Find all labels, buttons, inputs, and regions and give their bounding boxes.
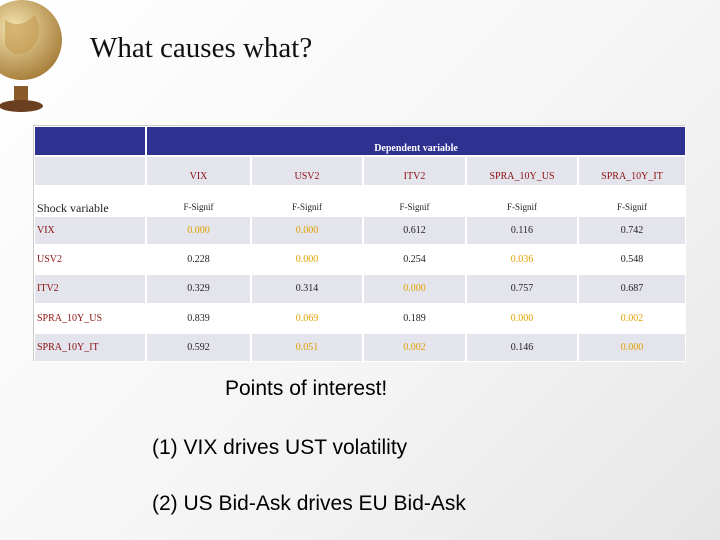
column-header: ITV2: [363, 156, 466, 186]
header-cell: [34, 156, 146, 186]
value-cell: 0.036: [466, 245, 578, 275]
value-cell: 0.548: [578, 245, 686, 275]
value-cell: 0.612: [363, 216, 466, 246]
globe-icon: [0, 0, 62, 112]
value-cell: 0.757: [466, 274, 578, 304]
note-item: (1) VIX drives UST volatility: [152, 436, 408, 459]
row-label: SPRA_10Y_US: [34, 303, 146, 333]
value-cell: 0.254: [363, 245, 466, 275]
value-cell: 0.329: [146, 274, 251, 304]
row-label: VIX: [34, 216, 146, 246]
value-cell: 0.069: [251, 303, 363, 333]
value-cell: 0.000: [363, 274, 466, 304]
value-cell: 0.314: [251, 274, 363, 304]
group-header: Dependent variable: [146, 126, 686, 156]
value-cell: 0.002: [363, 332, 466, 362]
stub-header: Shock variable: [34, 186, 146, 216]
subheader-cell: F-Signif: [146, 186, 251, 216]
title: What causes what?: [90, 32, 313, 64]
value-cell: 0.189: [363, 303, 466, 333]
row-label: SPRA_10Y_IT: [34, 332, 146, 362]
value-cell: 0.592: [146, 332, 251, 362]
header-cell: [34, 126, 146, 156]
column-header: SPRA_10Y_US: [466, 156, 578, 186]
subheader-cell: F-Signif: [466, 186, 578, 216]
row-label: USV2: [34, 245, 146, 275]
column-header: USV2: [251, 156, 363, 186]
value-cell: 0.000: [146, 216, 251, 246]
value-cell: 0.742: [578, 216, 686, 246]
value-cell: 0.116: [466, 216, 578, 246]
value-cell: 0.839: [146, 303, 251, 333]
subheader-cell: F-Signif: [363, 186, 466, 216]
column-header: SPRA_10Y_IT: [578, 156, 686, 186]
row-label: ITV2: [34, 274, 146, 304]
value-cell: 0.002: [578, 303, 686, 333]
value-cell: 0.000: [251, 245, 363, 275]
value-cell: 0.000: [578, 332, 686, 362]
subheader-cell: F-Signif: [578, 186, 686, 216]
column-header: VIX: [146, 156, 251, 186]
value-cell: 0.000: [251, 216, 363, 246]
table: Dependent variable VIX F-Signif USV2 F-Signi…: [33, 125, 686, 362]
subheader-cell: F-Signif: [251, 186, 363, 216]
notes-heading: Points of interest!: [225, 377, 388, 400]
value-cell: 0.228: [146, 245, 251, 275]
value-cell: 0.000: [466, 303, 578, 333]
value-cell: 0.146: [466, 332, 578, 362]
note-item: (2) US Bid-Ask drives EU Bid-Ask: [152, 492, 466, 515]
value-cell: 0.051: [251, 332, 363, 362]
value-cell: 0.687: [578, 274, 686, 304]
